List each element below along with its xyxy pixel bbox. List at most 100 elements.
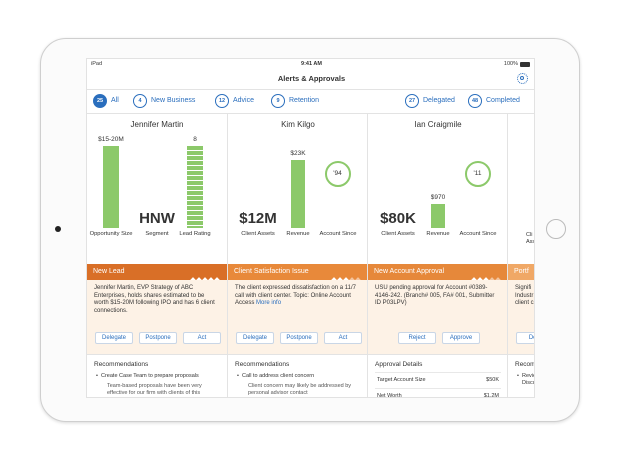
action-button[interactable]: Delegate bbox=[236, 332, 274, 344]
filter-tab[interactable]: 25 All bbox=[93, 94, 163, 108]
screen: iPad 9:41 AM 100% Alerts & Approvals 25 All 4 N… bbox=[86, 58, 535, 398]
filter-count: 48 bbox=[468, 94, 482, 108]
banner-label: Portf bbox=[514, 268, 529, 275]
alert-body: Signifi Industr client c Dele bbox=[508, 280, 534, 354]
description: USU pending approval for Account #0389-4… bbox=[375, 285, 501, 308]
alert-body: Jennifer Martin, EVP Strategy of ABC Ent… bbox=[87, 280, 227, 354]
action-button[interactable]: Postpone bbox=[280, 332, 318, 344]
metric-label: Client Assets bbox=[241, 231, 275, 237]
action-button[interactable]: Delegate bbox=[95, 332, 133, 344]
description-text: Signifi Industr client c bbox=[515, 285, 534, 306]
filter-tab[interactable]: 4 New Business bbox=[133, 94, 203, 108]
details: Recommendations Call to address client co… bbox=[228, 354, 367, 397]
filter-label: Delegated bbox=[423, 97, 455, 104]
card-name: Jennifer Martin bbox=[130, 120, 184, 129]
metric-value: $970 bbox=[430, 194, 446, 201]
banner-label: Client Satisfaction Issue bbox=[234, 268, 309, 275]
description: Signifi Industr client c bbox=[515, 285, 534, 308]
recommendation-note: Client concern may likely be addressed b… bbox=[248, 383, 352, 396]
description-text: Jennifer Martin, EVP Strategy of ABC Ent… bbox=[94, 285, 215, 314]
more-info-link[interactable]: More info bbox=[256, 300, 282, 306]
metric-value: $15-20M bbox=[98, 136, 124, 143]
action-button[interactable]: Reject bbox=[398, 332, 436, 344]
metric-value: '94 bbox=[333, 170, 342, 177]
carrier: iPad bbox=[91, 61, 103, 67]
filter-tab[interactable]: 27 Delegated bbox=[405, 94, 475, 108]
description-text: USU pending approval for Account #0389-4… bbox=[375, 285, 495, 306]
detail-row: Net Worth $1.2M bbox=[375, 388, 501, 398]
filter-label: New Business bbox=[151, 97, 196, 104]
detail-row: Target Account Size $50K bbox=[375, 372, 501, 386]
details: Recom Revie Discu bbox=[508, 354, 535, 397]
metric-label: Account Since bbox=[319, 231, 357, 237]
recommendation-note: Team-based proposals have been very effe… bbox=[107, 383, 202, 396]
banner-label: New Lead bbox=[93, 268, 125, 275]
description-text: The client expressed dissatisfaction on … bbox=[235, 285, 356, 306]
details-title: Recommendations bbox=[235, 361, 290, 368]
filter-count: 9 bbox=[271, 94, 285, 108]
details-title: Recom bbox=[515, 361, 535, 368]
revenue-bar bbox=[431, 204, 445, 228]
metric-label: Revenue bbox=[286, 231, 310, 237]
banner: New Account Approval bbox=[368, 264, 507, 283]
settings-button[interactable] bbox=[517, 73, 528, 84]
action-button[interactable]: Postpone bbox=[139, 332, 177, 344]
filter-count: 4 bbox=[133, 94, 147, 108]
action-button[interactable]: Dele bbox=[516, 332, 534, 344]
metric-value: $80K bbox=[380, 210, 416, 227]
rating-bar bbox=[187, 146, 203, 228]
time: 9:41 AM bbox=[301, 61, 322, 67]
since-ring: '11 bbox=[465, 161, 491, 187]
action-button[interactable]: Act bbox=[324, 332, 362, 344]
description: The client expressed dissatisfaction on … bbox=[235, 285, 361, 308]
detail-value: $1.2M bbox=[483, 393, 499, 398]
divider bbox=[87, 113, 534, 114]
details: Recommendations Create Case Team to prepa… bbox=[87, 354, 227, 397]
filter-label: Advice bbox=[233, 97, 255, 104]
detail-label: Net Worth bbox=[377, 393, 402, 398]
metric-label: Revenue bbox=[426, 231, 450, 237]
card: Ian Craigmile Client Assets $80K Revenue $97… bbox=[367, 114, 507, 398]
filter-tab[interactable]: 48 Completed bbox=[468, 94, 534, 108]
metric-value: $23K bbox=[290, 150, 306, 157]
banner: Client Satisfaction Issue bbox=[228, 264, 367, 283]
recommendation: Call to address client concern bbox=[237, 373, 360, 380]
filter-tab[interactable]: 9 Retention bbox=[271, 94, 341, 108]
metric-label: Segment bbox=[145, 231, 169, 237]
action-button[interactable]: Act bbox=[183, 332, 221, 344]
since-ring: '94 bbox=[325, 161, 351, 187]
metric-value: HNW bbox=[139, 210, 175, 227]
details: Approval Details Target Account Size $50K N… bbox=[368, 354, 507, 398]
metric-value: $12M bbox=[239, 210, 277, 227]
size-bar bbox=[103, 146, 119, 228]
filter-label: All bbox=[111, 97, 119, 104]
card: Jennifer Martin Opportunity Size $15-20M Se… bbox=[87, 114, 227, 397]
battery-icon bbox=[520, 62, 530, 67]
details-title: Approval Details bbox=[375, 361, 423, 368]
metric-value: '11 bbox=[473, 170, 482, 177]
details-title: Recommendations bbox=[94, 361, 149, 368]
home-button[interactable] bbox=[546, 219, 566, 239]
alert-body: USU pending approval for Account #0389-4… bbox=[368, 280, 507, 354]
camera bbox=[51, 222, 65, 236]
action-button[interactable]: Approve bbox=[442, 332, 480, 344]
metric-label: Client Assets bbox=[381, 231, 415, 237]
filter-label: Retention bbox=[289, 97, 319, 104]
filter-tab[interactable]: 12 Advice bbox=[215, 94, 285, 108]
detail-value: $50K bbox=[486, 377, 499, 383]
rating-icons bbox=[470, 269, 501, 283]
metric-label: Account Since bbox=[459, 231, 497, 237]
battery: 100% bbox=[503, 61, 518, 67]
rating-icons bbox=[330, 269, 361, 283]
metric-label: Cli Ass bbox=[526, 232, 535, 245]
card-name: Ian Craigmile bbox=[414, 120, 462, 129]
rating-icons bbox=[189, 269, 220, 283]
detail-label: Target Account Size bbox=[377, 377, 426, 383]
banner: New Lead bbox=[87, 264, 227, 283]
revenue-bar bbox=[291, 160, 305, 228]
recommendation: Revie Discu bbox=[517, 373, 534, 387]
banner-label: New Account Approval bbox=[374, 268, 445, 275]
card: Kim Kilgo Client Assets $12M Revenue $23K Acc… bbox=[227, 114, 367, 397]
filter-count: 12 bbox=[215, 94, 229, 108]
